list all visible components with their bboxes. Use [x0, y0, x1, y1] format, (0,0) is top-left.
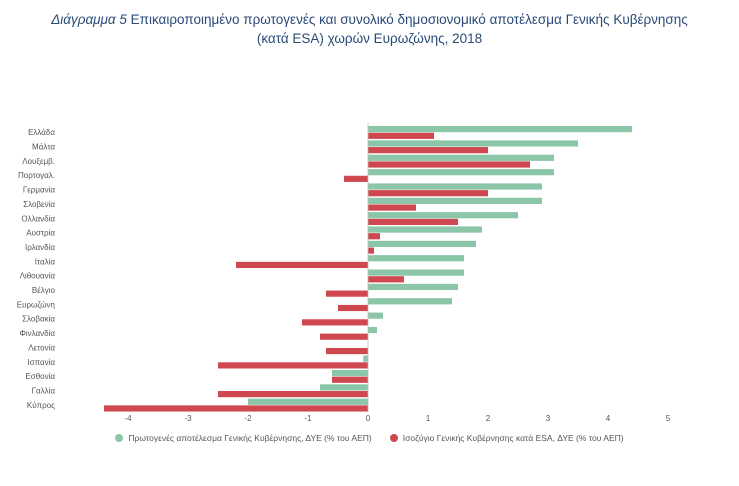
bar-primary-14: [368, 326, 377, 334]
bar-primary-7: [368, 226, 482, 233]
category-label: Λιθουανία: [20, 272, 56, 281]
bar-overall-16: [218, 362, 368, 369]
category-label: Μάλτα: [32, 143, 55, 152]
legend-label-primary: Πρωτογενές αποτέλεσμα Γενικής Κυβέρνησης…: [128, 433, 372, 443]
chart-legend: Πρωτογενές αποτέλεσμα Γενικής Κυβέρνησης…: [0, 433, 739, 443]
bar-overall-12: [338, 304, 368, 312]
category-label: Κύπρος: [27, 401, 55, 410]
bar-primary-2: [368, 154, 554, 161]
legend-label-overall: Ισοζύγιο Γενικής Κυβέρνησης κατά ESA, ΔΥ…: [402, 433, 624, 443]
bar-overall-8: [368, 247, 374, 254]
legend-item-primary: Πρωτογενές αποτέλεσμα Γενικής Κυβέρνησης…: [115, 433, 372, 443]
bar-primary-1: [368, 140, 578, 147]
x-tick-label: 4: [606, 414, 611, 423]
chart-title-label: Διάγραμμα 5: [51, 12, 127, 27]
bar-overall-4: [368, 190, 488, 197]
category-label: Βέλγιο: [32, 286, 56, 295]
bar-primary-11: [368, 283, 458, 291]
chart-title-line-1: Διάγραμμα 5 Επικαιροποιημένο πρωτογενές …: [0, 10, 739, 29]
bar-overall-2: [368, 161, 530, 168]
bar-overall-17: [332, 376, 368, 383]
category-label: Λουξεμβ.: [22, 157, 55, 166]
category-label: Γαλλία: [32, 386, 56, 395]
category-label: Σλοβακία: [22, 315, 55, 324]
category-label: Φινλανδία: [19, 329, 55, 338]
bar-primary-0: [368, 126, 632, 133]
x-tick-label: 3: [546, 414, 551, 423]
chart-title-text: Επικαιροποιημένο πρωτογενές και συνολικό…: [130, 12, 688, 27]
bar-primary-3: [368, 169, 554, 176]
x-tick-label: 0: [366, 414, 371, 423]
bar-overall-10: [368, 276, 404, 283]
bar-overall-14: [320, 333, 368, 340]
bar-primary-10: [368, 269, 464, 276]
category-label: Ολλανδία: [21, 214, 55, 223]
legend-marker-overall: [389, 434, 398, 442]
bar-primary-19: [248, 398, 368, 405]
bar-overall-9: [236, 261, 368, 269]
legend-item-overall: Ισοζύγιο Γενικής Κυβέρνησης κατά ESA, ΔΥ…: [389, 433, 624, 443]
bar-primary-13: [368, 312, 383, 319]
bar-primary-4: [368, 183, 542, 190]
x-tick-label: -1: [304, 414, 312, 423]
category-label: Ελλάδα: [28, 128, 55, 137]
category-label: Αυστρία: [26, 229, 55, 238]
chart-title-line-2: (κατά ESA) χωρών Ευρωζώνης, 2018: [256, 31, 483, 46]
category-label: Λετονία: [28, 343, 55, 352]
category-label: Ισπανία: [27, 358, 55, 367]
x-tick-label: 1: [426, 414, 431, 423]
bar-primary-5: [368, 197, 542, 204]
bar-primary-9: [368, 255, 464, 262]
category-label: Ιταλία: [35, 257, 56, 266]
category-label: Ευρωζώνη: [17, 300, 55, 309]
bar-overall-15: [326, 347, 368, 355]
chart-title: Διάγραμμα 5 Επικαιροποιημένο πρωτογενές …: [0, 10, 739, 48]
category-label: Σλοβενία: [23, 200, 55, 209]
bar-primary-16: [363, 355, 368, 362]
bar-overall-7: [368, 233, 380, 240]
bar-overall-0: [368, 132, 434, 139]
x-tick-label: -4: [124, 414, 132, 423]
x-tick-label: 5: [666, 414, 671, 423]
legend-marker-primary: [115, 434, 124, 442]
bar-overall-1: [368, 147, 488, 154]
x-tick-label: -3: [184, 414, 192, 423]
bar-overall-6: [368, 218, 458, 225]
bar-primary-8: [368, 240, 476, 247]
bar-primary-6: [368, 212, 518, 219]
bar-overall-18: [218, 391, 368, 398]
x-tick-label: 2: [486, 414, 491, 423]
bar-primary-12: [368, 298, 452, 305]
category-label: Ιρλανδία: [25, 243, 55, 252]
bar-overall-11: [326, 290, 368, 297]
bar-overall-5: [368, 204, 416, 211]
category-label: Εσθονία: [25, 372, 55, 381]
x-tick-label: -2: [244, 414, 252, 423]
bar-overall-3: [344, 175, 368, 182]
bar-overall-19: [104, 405, 368, 412]
category-label: Γερμανία: [23, 186, 56, 195]
category-label: Πορτογαλ.: [18, 171, 55, 180]
bar-primary-17: [332, 369, 368, 377]
bar-overall-13: [302, 319, 368, 326]
bar-primary-18: [320, 384, 368, 391]
